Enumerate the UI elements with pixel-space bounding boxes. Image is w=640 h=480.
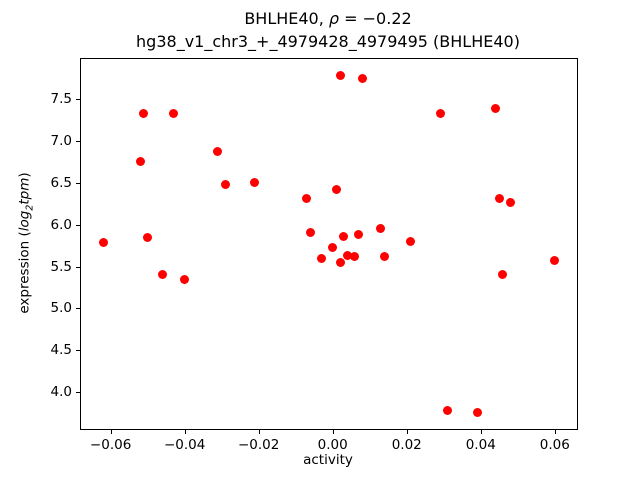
data-point bbox=[250, 177, 260, 187]
data-point bbox=[135, 157, 145, 167]
y-tick-mark bbox=[76, 99, 81, 101]
x-tick-mark bbox=[258, 429, 260, 434]
y-tick-label: 7.0 bbox=[50, 133, 72, 150]
title-rho-value: = −0.22 bbox=[339, 9, 412, 28]
x-tick-label: 0.00 bbox=[317, 437, 348, 453]
y-tick-mark bbox=[76, 182, 81, 184]
y-axis-label-log: log bbox=[16, 210, 33, 232]
y-tick-label: 5.5 bbox=[50, 258, 72, 275]
data-point bbox=[357, 73, 367, 83]
y-tick-mark bbox=[76, 392, 81, 394]
x-axis-label: activity bbox=[303, 452, 353, 468]
y-axis-label-tpm: tpm bbox=[16, 177, 33, 205]
x-tick-label: −0.04 bbox=[163, 437, 206, 453]
chart-title-line2: hg38_v1_chr3_+_4979428_4979495 (BHLHE40) bbox=[136, 31, 520, 51]
y-tick-mark bbox=[76, 266, 81, 268]
data-point bbox=[335, 257, 345, 267]
x-tick-label: 0.02 bbox=[391, 437, 422, 453]
title-rho-symbol: ρ bbox=[328, 9, 340, 28]
data-point bbox=[220, 180, 230, 190]
data-point bbox=[317, 253, 327, 263]
y-axis-label-math: log2tpm bbox=[16, 177, 36, 232]
y-tick-label: 7.5 bbox=[50, 91, 72, 108]
chart-title: BHLHE40, ρ = −0.22 hg38_v1_chr3_+_497942… bbox=[80, 8, 576, 53]
data-point bbox=[339, 231, 349, 241]
data-point bbox=[505, 198, 515, 208]
title-gene-name: BHLHE40, bbox=[244, 9, 329, 28]
x-tick-label: −0.02 bbox=[237, 437, 280, 453]
y-tick-label: 4.5 bbox=[50, 342, 72, 359]
data-point bbox=[550, 256, 560, 266]
x-tick-mark bbox=[480, 429, 482, 434]
x-tick-mark bbox=[184, 429, 186, 434]
y-tick-label: 6.5 bbox=[50, 174, 72, 191]
data-point bbox=[343, 251, 352, 261]
data-point bbox=[405, 236, 415, 246]
data-point bbox=[169, 108, 179, 118]
data-point bbox=[180, 274, 190, 284]
data-point bbox=[335, 71, 345, 81]
y-axis-label-suffix: ) bbox=[16, 172, 33, 178]
data-point bbox=[302, 194, 312, 204]
data-point bbox=[139, 108, 149, 118]
x-tick-mark bbox=[406, 429, 408, 434]
data-point bbox=[435, 108, 445, 118]
y-axis-label: expression (log2tpm) bbox=[17, 172, 36, 313]
x-tick-label: −0.06 bbox=[89, 437, 132, 453]
data-point bbox=[98, 237, 108, 247]
y-tick-mark bbox=[76, 350, 81, 352]
data-point bbox=[498, 270, 508, 280]
data-point bbox=[305, 227, 315, 237]
y-axis-label-subscript: 2 bbox=[24, 204, 36, 211]
data-point bbox=[472, 407, 482, 417]
data-point bbox=[491, 103, 501, 113]
y-tick-label: 5.0 bbox=[50, 300, 72, 317]
data-point bbox=[331, 185, 341, 195]
data-point bbox=[376, 223, 386, 233]
plot-area: −0.06 −0.04 −0.02 0.00 0.02 0.04 0.06 4.0 4.5 5.0… bbox=[51, 58, 578, 453]
data-point bbox=[350, 252, 360, 262]
y-tick-label: 4.0 bbox=[50, 384, 72, 401]
data-point bbox=[213, 147, 223, 157]
x-tick-label: 0.06 bbox=[539, 437, 570, 453]
x-tick-label: 0.04 bbox=[465, 437, 496, 453]
y-tick-mark bbox=[76, 224, 81, 226]
y-tick-label: 6.0 bbox=[50, 216, 72, 233]
y-axis-label-prefix: expression ( bbox=[16, 231, 33, 314]
data-point bbox=[380, 252, 390, 262]
data-point bbox=[494, 194, 504, 204]
x-tick-mark bbox=[554, 429, 556, 434]
y-tick-mark bbox=[76, 141, 81, 143]
x-tick-mark bbox=[332, 429, 334, 434]
data-point bbox=[328, 242, 338, 252]
data-point bbox=[354, 230, 364, 240]
x-tick-mark bbox=[110, 429, 112, 434]
chart-title-line1: BHLHE40, ρ = −0.22 bbox=[80, 8, 576, 31]
y-tick-mark bbox=[76, 308, 81, 310]
data-point bbox=[143, 232, 153, 242]
data-point bbox=[442, 406, 452, 416]
data-point bbox=[157, 270, 167, 280]
